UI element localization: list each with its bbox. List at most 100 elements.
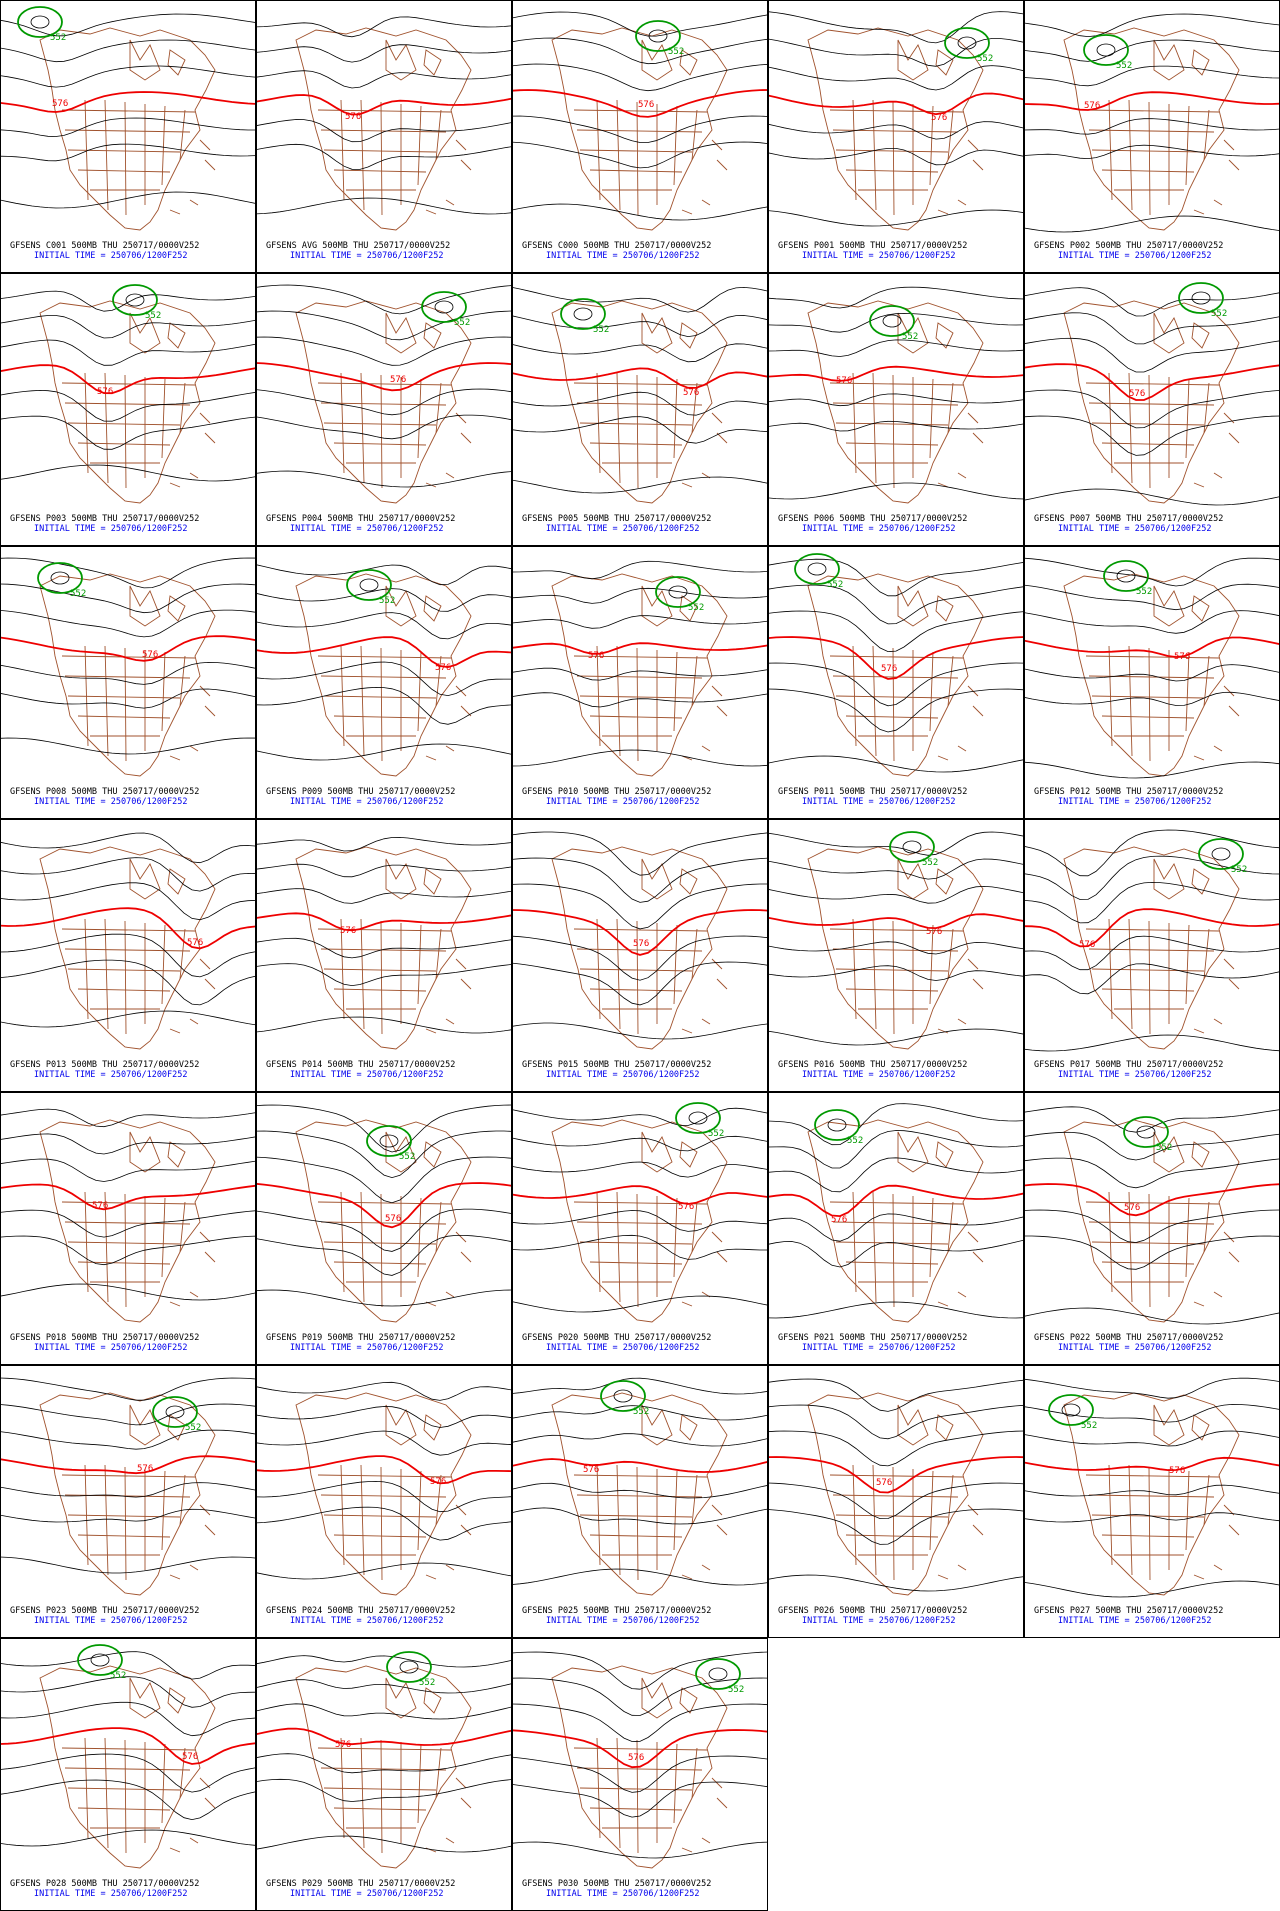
map-content: 576 552 bbox=[256, 564, 512, 777]
height-contour bbox=[0, 857, 256, 892]
map-panel: 576 552 GFSENS P010 500MB THU 250717/0000V… bbox=[512, 546, 768, 819]
contour-label: 552 bbox=[1136, 587, 1152, 597]
contour-label: 576 bbox=[335, 1740, 351, 1750]
contour-label: 576 bbox=[435, 663, 451, 673]
contour-label: 552 bbox=[1211, 309, 1227, 319]
height-contour bbox=[768, 286, 1024, 309]
height-contour bbox=[256, 1480, 512, 1513]
contour-label: 576 bbox=[52, 99, 68, 109]
map-panel: 576 552 GFSENS P028 500MB THU 250717/0000V… bbox=[0, 1638, 256, 1911]
panel-title: GFSENS P007 500MB THU 250717/0000V252 bbox=[1034, 514, 1223, 524]
height-contour bbox=[1136, 1125, 1156, 1139]
height-contour bbox=[1024, 312, 1280, 345]
map-content: 576 552 bbox=[512, 560, 768, 777]
panel-title: GFSENS P015 500MB THU 250717/0000V252 bbox=[522, 1060, 711, 1070]
height-contour bbox=[768, 1239, 1024, 1268]
height-contour bbox=[1024, 287, 1280, 317]
contour-552 bbox=[37, 562, 83, 594]
height-contour bbox=[0, 1133, 256, 1155]
panel-title: GFSENS P010 500MB THU 250717/0000V252 bbox=[522, 787, 711, 797]
height-contour bbox=[379, 1134, 399, 1148]
height-contour bbox=[1191, 291, 1211, 305]
contour-label: 552 bbox=[419, 1678, 435, 1688]
height-contour bbox=[512, 692, 768, 708]
map-panel: 576 552 GFSENS P030 500MB THU 250717/0000V… bbox=[512, 1638, 768, 1911]
panel-border bbox=[768, 0, 1024, 273]
map-content: 576 552 bbox=[512, 1377, 768, 1596]
height-contour bbox=[512, 416, 768, 444]
height-contour bbox=[0, 1235, 256, 1266]
panel-border bbox=[0, 0, 256, 273]
height-contour bbox=[512, 667, 768, 681]
contour-552 bbox=[600, 1380, 646, 1412]
coastline bbox=[1063, 573, 1240, 777]
height-contour bbox=[512, 1377, 768, 1395]
contour-label: 552 bbox=[922, 858, 938, 868]
panel-title: GFSENS C001 500MB THU 250717/0000V252 bbox=[10, 241, 199, 251]
height-contour bbox=[512, 1781, 768, 1818]
contour-label: 576 bbox=[142, 650, 158, 660]
contour-label: 576 bbox=[345, 112, 361, 122]
panel-background bbox=[256, 509, 512, 539]
height-contour bbox=[256, 888, 512, 904]
panel-border bbox=[0, 819, 256, 1092]
panel-title: GFSENS P021 500MB THU 250717/0000V252 bbox=[778, 1333, 967, 1343]
height-contour bbox=[512, 1677, 768, 1716]
panel-background bbox=[0, 782, 256, 812]
height-contour bbox=[0, 1556, 256, 1574]
height-contour bbox=[768, 1508, 1024, 1545]
height-contour bbox=[256, 1506, 512, 1541]
contour-552 bbox=[655, 576, 701, 608]
height-contour bbox=[256, 1655, 512, 1668]
height-contour bbox=[512, 37, 768, 65]
panel-title: GFSENS P003 500MB THU 250717/0000V252 bbox=[10, 514, 199, 524]
height-contour bbox=[0, 1403, 256, 1426]
height-contour bbox=[512, 1107, 768, 1126]
height-contour bbox=[0, 737, 256, 755]
panel-init-time: INITIAL TIME = 250706/1200F252 bbox=[34, 1889, 188, 1899]
height-contour bbox=[768, 885, 1024, 904]
height-contour bbox=[1024, 1157, 1280, 1189]
map-panel: 576 552 GFSENS P012 500MB THU 250717/0000V… bbox=[1024, 546, 1280, 819]
contour-label: 576 bbox=[1124, 1203, 1140, 1213]
height-contour bbox=[0, 339, 256, 366]
panel-border bbox=[0, 546, 256, 819]
height-contour bbox=[768, 1301, 1024, 1319]
contour-576 bbox=[768, 1184, 1024, 1218]
height-contour bbox=[256, 588, 512, 612]
height-contour bbox=[256, 661, 512, 697]
panel-background bbox=[1024, 236, 1280, 266]
contour-label: 576 bbox=[881, 664, 897, 674]
map-panel: 576 GFSENS P026 500MB THU 250717/0000V252… bbox=[768, 1365, 1024, 1638]
height-contour bbox=[768, 420, 1024, 432]
height-contour bbox=[768, 584, 1024, 625]
height-contour bbox=[256, 836, 512, 852]
height-contour bbox=[0, 13, 256, 37]
panel-border bbox=[256, 819, 512, 1092]
height-contour bbox=[512, 857, 768, 903]
panel-background bbox=[768, 782, 1024, 812]
panel-init-time: INITIAL TIME = 250706/1200F252 bbox=[546, 1889, 700, 1899]
panel-background bbox=[256, 236, 512, 266]
map-content: 576 552 bbox=[0, 1644, 256, 1869]
panel-title: GFSENS P022 500MB THU 250717/0000V252 bbox=[1034, 1333, 1223, 1343]
map-panel: 576 552 GFSENS C001 500MB THU 250717/0000V… bbox=[0, 0, 256, 273]
map-content: 576 552 bbox=[512, 1102, 768, 1323]
height-contour bbox=[512, 115, 768, 143]
map-content: 576 552 bbox=[768, 11, 1024, 231]
panel-border bbox=[512, 0, 768, 273]
contour-576 bbox=[1024, 91, 1280, 111]
map-panel: 576 GFSENS P018 500MB THU 250717/0000V252… bbox=[0, 1092, 256, 1365]
panel-init-time: INITIAL TIME = 250706/1200F252 bbox=[546, 1616, 700, 1626]
contour-552 bbox=[794, 553, 840, 585]
contour-552 bbox=[889, 831, 935, 863]
height-contour bbox=[256, 1104, 512, 1153]
height-contour bbox=[256, 1562, 512, 1580]
height-contour bbox=[512, 1161, 768, 1178]
panel-background bbox=[1024, 1601, 1280, 1631]
map-content: 576 552 bbox=[512, 11, 768, 231]
contour-576 bbox=[256, 1455, 512, 1485]
contour-576 bbox=[1024, 636, 1280, 658]
height-contour bbox=[0, 1377, 256, 1401]
height-contour bbox=[0, 1701, 256, 1737]
